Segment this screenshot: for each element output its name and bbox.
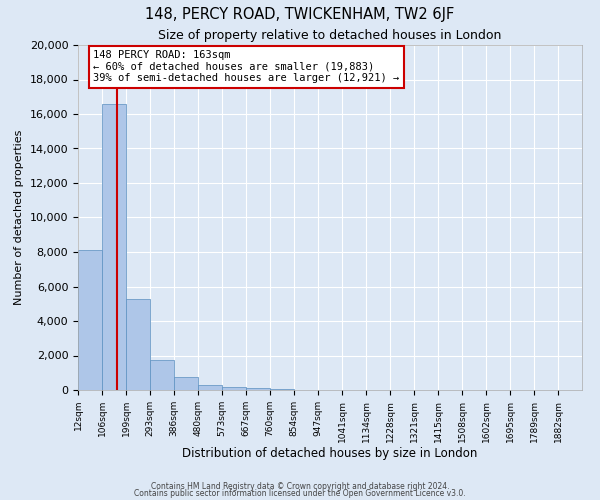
Text: Contains public sector information licensed under the Open Government Licence v3: Contains public sector information licen… (134, 489, 466, 498)
Y-axis label: Number of detached properties: Number of detached properties (14, 130, 24, 305)
Text: 148 PERCY ROAD: 163sqm
← 60% of detached houses are smaller (19,883)
39% of semi: 148 PERCY ROAD: 163sqm ← 60% of detached… (93, 50, 400, 84)
Title: Size of property relative to detached houses in London: Size of property relative to detached ho… (158, 30, 502, 43)
Bar (270, 389, 294, 390)
Bar (150, 360, 174, 390)
Bar (222, 386, 246, 390)
Text: 148, PERCY ROAD, TWICKENHAM, TW2 6JF: 148, PERCY ROAD, TWICKENHAM, TW2 6JF (145, 8, 455, 22)
X-axis label: Distribution of detached houses by size in London: Distribution of detached houses by size … (182, 448, 478, 460)
Bar (198, 385, 222, 390)
Bar (78, 250, 102, 390)
Bar (174, 377, 198, 390)
Bar (246, 388, 270, 390)
Bar (102, 104, 126, 390)
Text: Contains HM Land Registry data © Crown copyright and database right 2024.: Contains HM Land Registry data © Crown c… (151, 482, 449, 491)
Bar (126, 298, 150, 390)
